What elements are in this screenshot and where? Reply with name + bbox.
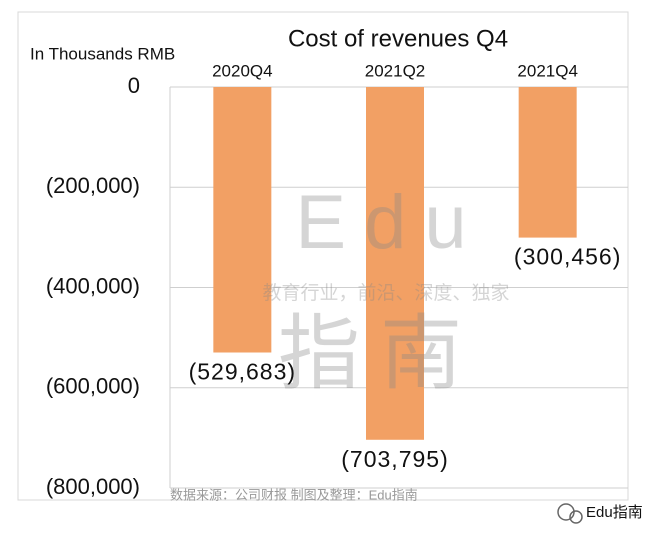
y-tick-label: (200,000) <box>46 173 140 198</box>
y-tick-label: (600,000) <box>46 374 140 399</box>
bar <box>366 87 424 440</box>
watermark-subtitle: 教育行业，前沿、深度、独家 <box>262 282 509 304</box>
x-tick-label: 2021Q4 <box>517 61 578 80</box>
x-tick-label: 2020Q4 <box>212 61 273 80</box>
brand: Edu指南 <box>586 504 643 521</box>
bar <box>213 87 272 353</box>
brand-icon <box>557 503 583 524</box>
chart-frame <box>17 11 629 501</box>
watermark-cn: 指南 <box>278 309 482 400</box>
x-tick-label: 2021Q2 <box>365 61 426 80</box>
data-label: (703,795) <box>341 446 448 472</box>
chart-title: Cost of revenues Q4 <box>288 25 508 52</box>
y-tick-label: (400,000) <box>46 273 140 298</box>
data-label: (300,456) <box>514 244 621 270</box>
watermark: Edu 教育行业，前沿、深度、独家 指南 <box>262 180 509 400</box>
y-tick-label: (800,000) <box>46 474 140 499</box>
bar <box>518 87 577 238</box>
watermark-title: Edu <box>295 180 484 265</box>
data-label: (529,683) <box>189 359 296 385</box>
y-tick-label: 0 <box>128 73 140 98</box>
y-axis-label: In Thousands RMB <box>30 44 175 63</box>
source-note: 数据来源：公司财报 制图及整理：Edu指南 <box>170 487 418 502</box>
